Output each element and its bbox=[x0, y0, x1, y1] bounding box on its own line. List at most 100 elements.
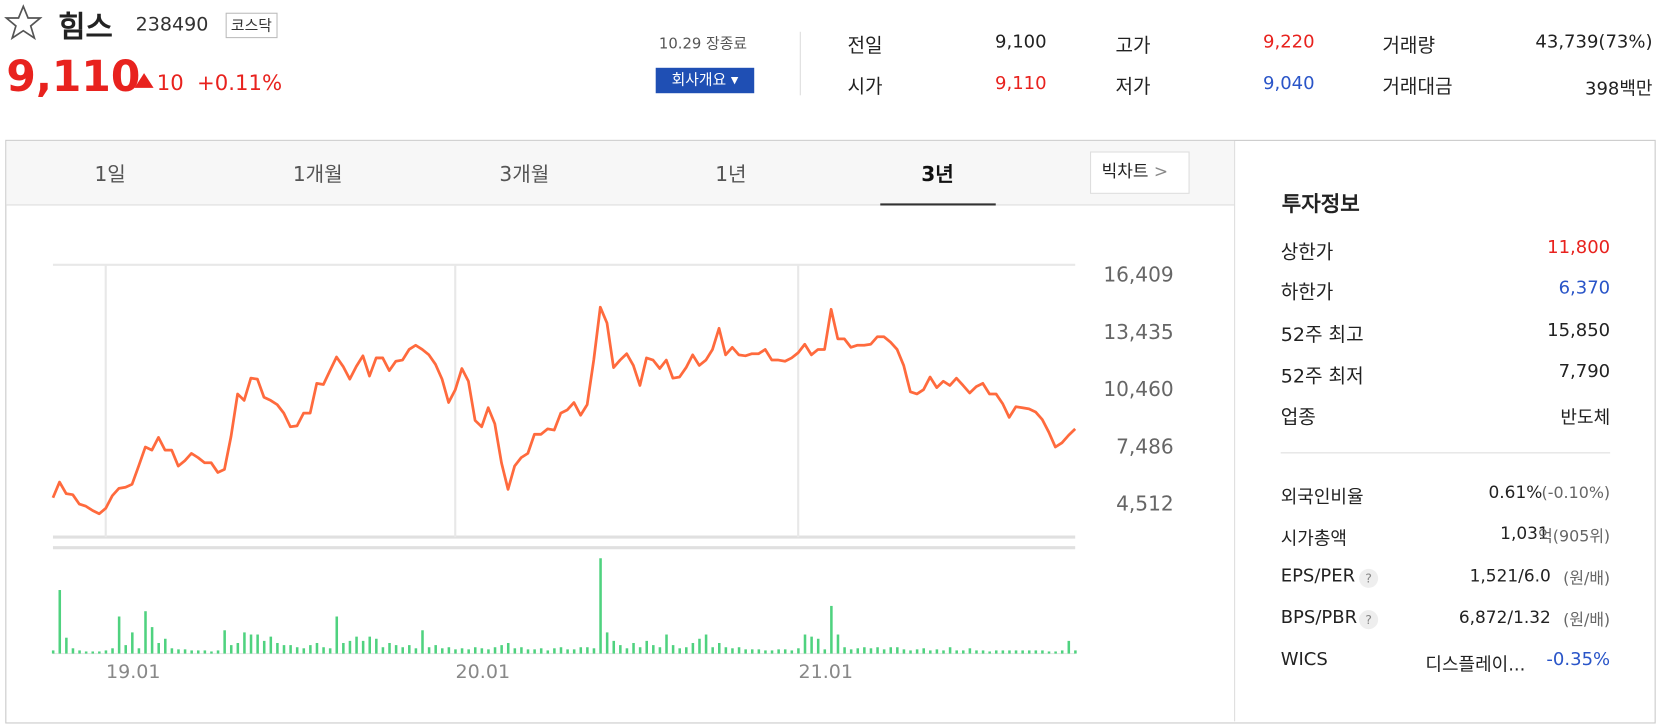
volume-bar bbox=[328, 648, 332, 654]
volume-bar bbox=[381, 647, 385, 654]
volume-bar bbox=[876, 647, 879, 654]
invest-value: 7,790 bbox=[1558, 361, 1611, 383]
volume-bar bbox=[909, 650, 912, 654]
volume-bar bbox=[1041, 650, 1044, 654]
volume-bar bbox=[942, 650, 945, 654]
volume-bar bbox=[579, 647, 583, 654]
tab[interactable]: 1년 bbox=[715, 163, 747, 187]
volume-bar bbox=[955, 650, 958, 654]
volume-bar bbox=[863, 647, 866, 654]
volume-bar bbox=[124, 645, 127, 654]
volume-bar bbox=[1074, 650, 1077, 654]
volume-bar bbox=[882, 649, 886, 654]
volume-bar bbox=[546, 650, 550, 654]
y-tick-label: 13,435 bbox=[1103, 320, 1173, 344]
volume-bar bbox=[1060, 650, 1064, 654]
volume-bar bbox=[968, 648, 972, 654]
invest-label: 52주 최저 bbox=[1280, 365, 1364, 388]
volume-bar bbox=[302, 648, 306, 654]
invest-value: 반도체 bbox=[1560, 407, 1611, 430]
volume-bar bbox=[856, 648, 860, 654]
invest-value: 6,370 bbox=[1558, 277, 1611, 299]
stat-value: 9,110 bbox=[995, 73, 1047, 95]
volume-bar bbox=[196, 650, 200, 654]
stat-label: 전일 bbox=[847, 34, 883, 58]
volume-bar bbox=[368, 636, 372, 654]
invest-note: (원/배) bbox=[1563, 568, 1611, 588]
volume-bar bbox=[388, 642, 391, 654]
favorite-star[interactable] bbox=[4, 4, 43, 41]
volume-bar bbox=[84, 651, 88, 654]
volume-bar bbox=[164, 638, 167, 654]
volume-bar bbox=[460, 648, 464, 654]
tab[interactable]: 1일 bbox=[94, 163, 126, 187]
volume-bar bbox=[764, 650, 767, 654]
volume-bar bbox=[480, 648, 484, 654]
separator bbox=[799, 31, 801, 96]
volume-bar bbox=[948, 647, 952, 654]
volume-bar bbox=[513, 648, 517, 654]
current-price: 9,110 bbox=[6, 52, 141, 102]
stat-label: 거래량 bbox=[1382, 34, 1436, 58]
volume-bar bbox=[533, 649, 536, 654]
volume-bar bbox=[98, 651, 101, 654]
volume-bar bbox=[724, 647, 728, 654]
volume-bar bbox=[71, 648, 75, 654]
volume-bar bbox=[190, 650, 193, 654]
tab-underline bbox=[880, 203, 996, 206]
volume-bar bbox=[783, 649, 787, 654]
market-status: 10.29 장종료 bbox=[658, 36, 747, 53]
stock-code: 238490 bbox=[135, 13, 209, 37]
volume-bar bbox=[394, 645, 398, 654]
volume-bar bbox=[975, 650, 978, 654]
volume-bar bbox=[612, 640, 616, 654]
tab[interactable]: 3개월 bbox=[499, 163, 550, 187]
volume-bar bbox=[203, 650, 207, 654]
volume-bar bbox=[111, 648, 114, 654]
company-button[interactable]: 회사개요 ▾ bbox=[655, 67, 755, 94]
stat-value: 43,739(73%) bbox=[1535, 31, 1653, 53]
volume-bar bbox=[889, 647, 893, 654]
volume-bar bbox=[104, 650, 108, 654]
volume-bar bbox=[421, 630, 424, 654]
volume-bar bbox=[830, 605, 833, 654]
stat-value: 9,040 bbox=[1263, 73, 1315, 95]
volume-bar bbox=[454, 649, 457, 654]
invest-separator bbox=[1280, 452, 1611, 454]
volume-bar bbox=[157, 642, 160, 654]
volume-bar bbox=[375, 638, 378, 654]
volume-bar bbox=[315, 642, 319, 654]
volume-bar bbox=[78, 650, 81, 654]
tab[interactable]: 1개월 bbox=[292, 163, 343, 187]
volume-bar bbox=[434, 645, 437, 654]
volume-bar bbox=[117, 616, 121, 654]
y-tick-label: 16,409 bbox=[1103, 263, 1173, 287]
tab[interactable]: 3년 bbox=[921, 163, 954, 187]
volume-bar bbox=[823, 649, 827, 654]
price-line bbox=[51, 305, 1077, 516]
volume-bar bbox=[559, 647, 563, 654]
volume-bar bbox=[131, 632, 134, 654]
big-chart-button[interactable]: 빅차트 > bbox=[1090, 151, 1190, 194]
volume-bar bbox=[276, 642, 279, 654]
volume-bar bbox=[295, 647, 299, 654]
volume-bar bbox=[599, 558, 602, 654]
volume-bar bbox=[223, 630, 226, 654]
invest-value: 0.61% bbox=[1488, 481, 1543, 503]
volume-bar bbox=[935, 649, 939, 654]
x-tick-label: 19.01 bbox=[106, 661, 161, 683]
volume-bar bbox=[1034, 650, 1038, 654]
invest-label: 상한가 bbox=[1280, 241, 1334, 264]
stat-label: 시가 bbox=[847, 76, 883, 99]
volume-bar bbox=[1067, 640, 1071, 654]
volume-bar bbox=[869, 648, 873, 654]
invest-value: 6,872/1.32 bbox=[1458, 606, 1551, 628]
volume-bar bbox=[816, 638, 820, 654]
volume-bar bbox=[685, 647, 688, 654]
volume-bar bbox=[441, 648, 444, 654]
tab-bar bbox=[6, 140, 1235, 206]
volume-bar bbox=[243, 632, 246, 654]
